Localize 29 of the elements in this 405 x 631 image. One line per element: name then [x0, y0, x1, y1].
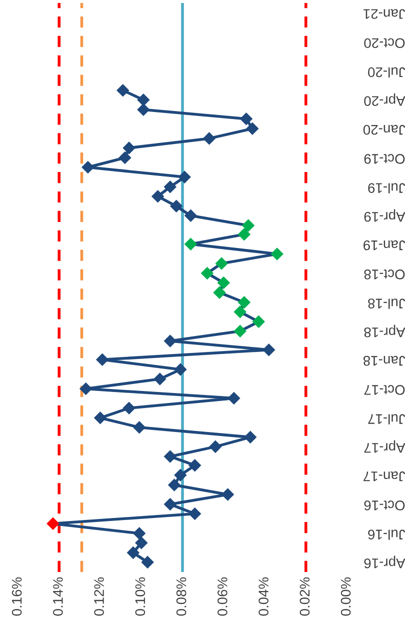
- y-tick-label: Apr-20: [364, 93, 405, 106]
- x-tick-label: 0.00%: [340, 577, 351, 616]
- y-tick-label: Jan-17: [364, 471, 405, 482]
- y-tick-label: Apr-18: [364, 324, 405, 338]
- y-tick-label: Apr-16: [364, 556, 405, 568]
- x-tick-label: 0.04%: [258, 577, 268, 616]
- y-tick-label: Oct-17: [364, 385, 405, 395]
- x-tick-label: 0.12%: [94, 577, 104, 616]
- x-tick-label: 0.10%: [135, 577, 146, 616]
- y-tick-label: Jul-16: [368, 530, 405, 540]
- y-tick-label: Oct-19: [364, 154, 405, 164]
- y-tick-label: Jan-18: [363, 356, 405, 366]
- y-tick-label: Jul-20: [368, 67, 405, 78]
- x-tick-label: 0.02%: [300, 577, 310, 616]
- y-tick-label: Oct-18: [364, 270, 405, 280]
- y-tick-label: Jul-17: [368, 414, 405, 424]
- x-tick-label: 0.08%: [176, 577, 186, 616]
- y-tick-label: Jul-19: [368, 183, 405, 194]
- x-tick-label: 0.14%: [53, 577, 63, 616]
- y-tick-label: Oct-16: [364, 500, 405, 510]
- x-tick-label: 0.16%: [12, 577, 22, 616]
- x-tick-label: 0.06%: [218, 577, 228, 616]
- y-tick-label: Apr-17: [364, 440, 405, 453]
- y-tick-label: Apr-19: [364, 209, 405, 222]
- y-tick-label: Jul-18: [368, 298, 405, 309]
- y-tick-label: Jan-19: [364, 240, 405, 250]
- y-tick-label: Jan-20: [363, 124, 405, 135]
- y-tick-label: Jan-21: [364, 9, 405, 19]
- y-tick-label: Oct-20: [364, 38, 405, 48]
